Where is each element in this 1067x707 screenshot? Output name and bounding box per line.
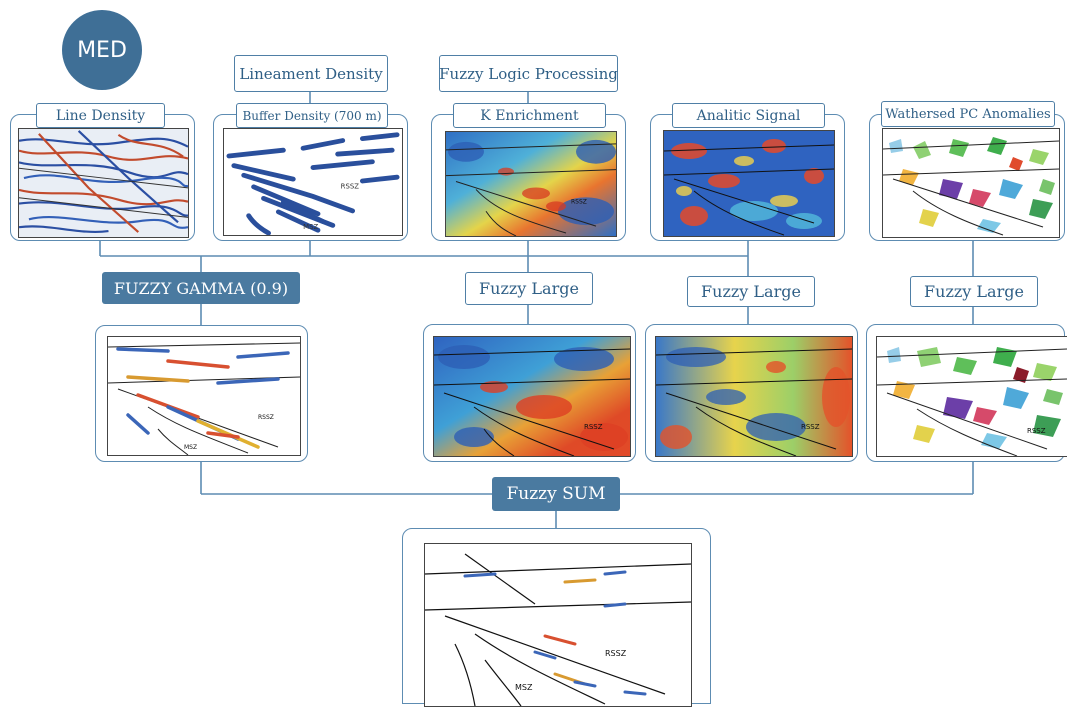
fuzzy-large-operator-3: Fuzzy Large [910, 276, 1038, 307]
line-density-map [18, 128, 189, 238]
line-density-label: Line Density [36, 103, 165, 128]
k-enrichment-map: RSSZ [445, 131, 617, 237]
large-3-output-map: RSSZ [876, 336, 1067, 457]
gamma-rssz-label: RSSZ [258, 414, 274, 421]
large-3-output-panel: RSSZ [866, 324, 1067, 462]
pc-anomalies-panel [869, 114, 1065, 241]
line-density-panel [10, 114, 195, 241]
fuzzy-large-operator-2: Fuzzy Large [687, 276, 815, 307]
large-1-rssz-label: RSSZ [584, 423, 603, 431]
large-3-rssz-label: RSSZ [1027, 427, 1046, 435]
pc-anomalies-map [882, 128, 1060, 238]
fuzzy-sum-output-panel: RSSZ MSZ [402, 528, 711, 707]
analitic-signal-label: Analitic Signal [672, 103, 825, 128]
fuzzy-large-operator-1: Fuzzy Large [465, 272, 593, 305]
large-1-output-panel: RSSZ [423, 324, 636, 462]
k-rssz-label: RSSZ [571, 198, 587, 205]
fuzzy-logic-processing-header: Fuzzy Logic Processing [439, 55, 618, 92]
gamma-output-map: RSSZ MSZ [107, 336, 301, 456]
fuzzy-sum-output-map: RSSZ MSZ [424, 543, 692, 707]
buffer-density-panel: RSSZ MSZ [213, 114, 408, 241]
large-2-output-panel: RSSZ [645, 324, 858, 462]
gamma-msz-label: MSZ [184, 444, 197, 451]
buffer-density-label: Buffer Density (700 m) [236, 103, 388, 128]
pc-anomalies-label: Wathersed PC Anomalies [881, 101, 1055, 127]
k-enrichment-panel: RSSZ [431, 114, 626, 241]
large-1-output-map: RSSZ [433, 336, 631, 457]
buffer-rssz-label: RSSZ [341, 183, 360, 191]
buffer-density-map: RSSZ MSZ [223, 128, 403, 236]
sum-msz-label: MSZ [515, 683, 533, 692]
lineament-density-header: Lineament Density [234, 55, 388, 92]
analitic-signal-map [663, 130, 835, 237]
gamma-output-panel: RSSZ MSZ [95, 325, 308, 462]
fuzzy-gamma-operator: FUZZY GAMMA (0.9) [102, 272, 300, 304]
med-badge: MED [62, 10, 142, 90]
sum-rssz-label: RSSZ [605, 649, 627, 658]
large-2-rssz-label: RSSZ [801, 423, 820, 431]
fuzzy-sum-operator: Fuzzy SUM [492, 477, 620, 511]
large-2-output-map: RSSZ [655, 336, 853, 457]
analitic-signal-panel [650, 114, 845, 241]
buffer-msz-label: MSZ [303, 223, 318, 231]
k-enrichment-label: K Enrichment [453, 103, 606, 128]
